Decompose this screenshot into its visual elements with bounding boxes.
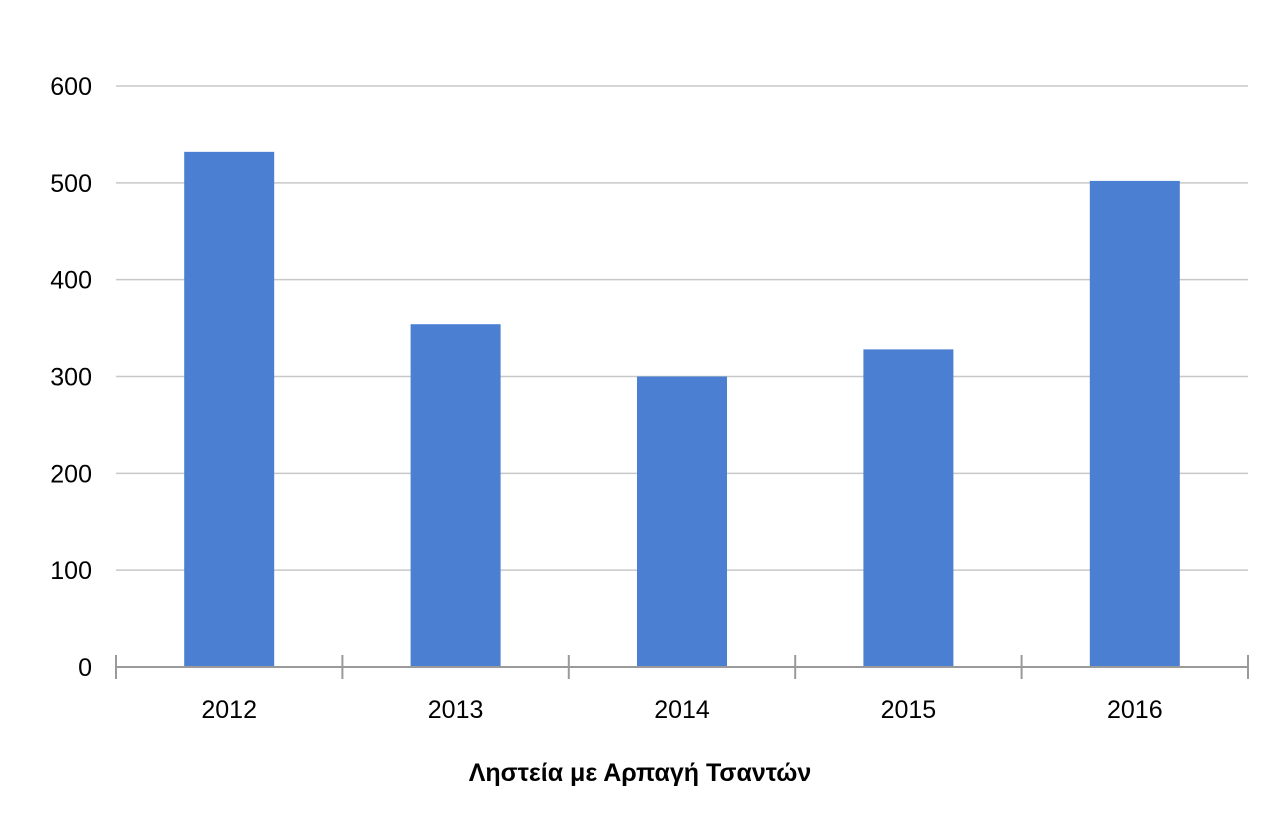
- bar-2013: [410, 324, 501, 667]
- x-axis-title: Ληστεία με Αρπαγή Τσαντών: [469, 759, 812, 787]
- y-axis-tick-labels: 0 100 200 300 400 500 600: [50, 73, 92, 682]
- x-tick-label: 2015: [881, 696, 937, 724]
- x-tick-label: 2012: [201, 696, 257, 724]
- y-tick-label: 400: [50, 267, 92, 295]
- bar-2014: [637, 376, 727, 667]
- x-tick-label: 2013: [428, 696, 484, 724]
- y-tick-label: 600: [50, 73, 92, 101]
- bars: [184, 151, 1180, 667]
- bar-2016: [1089, 180, 1180, 667]
- x-axis-tick-labels: 2012 2013 2014 2015 2016: [201, 696, 1162, 724]
- y-tick-label: 500: [50, 170, 92, 198]
- y-tick-label: 100: [50, 557, 92, 585]
- x-tick-label: 2016: [1107, 696, 1163, 724]
- y-tick-label: 200: [50, 460, 92, 488]
- x-tick-label: 2014: [654, 696, 710, 724]
- y-tick-label: 300: [50, 364, 92, 392]
- x-axis: [115, 655, 1249, 679]
- bar-2012: [184, 151, 275, 667]
- y-tick-label: 0: [78, 654, 92, 682]
- bar-2015: [863, 349, 954, 667]
